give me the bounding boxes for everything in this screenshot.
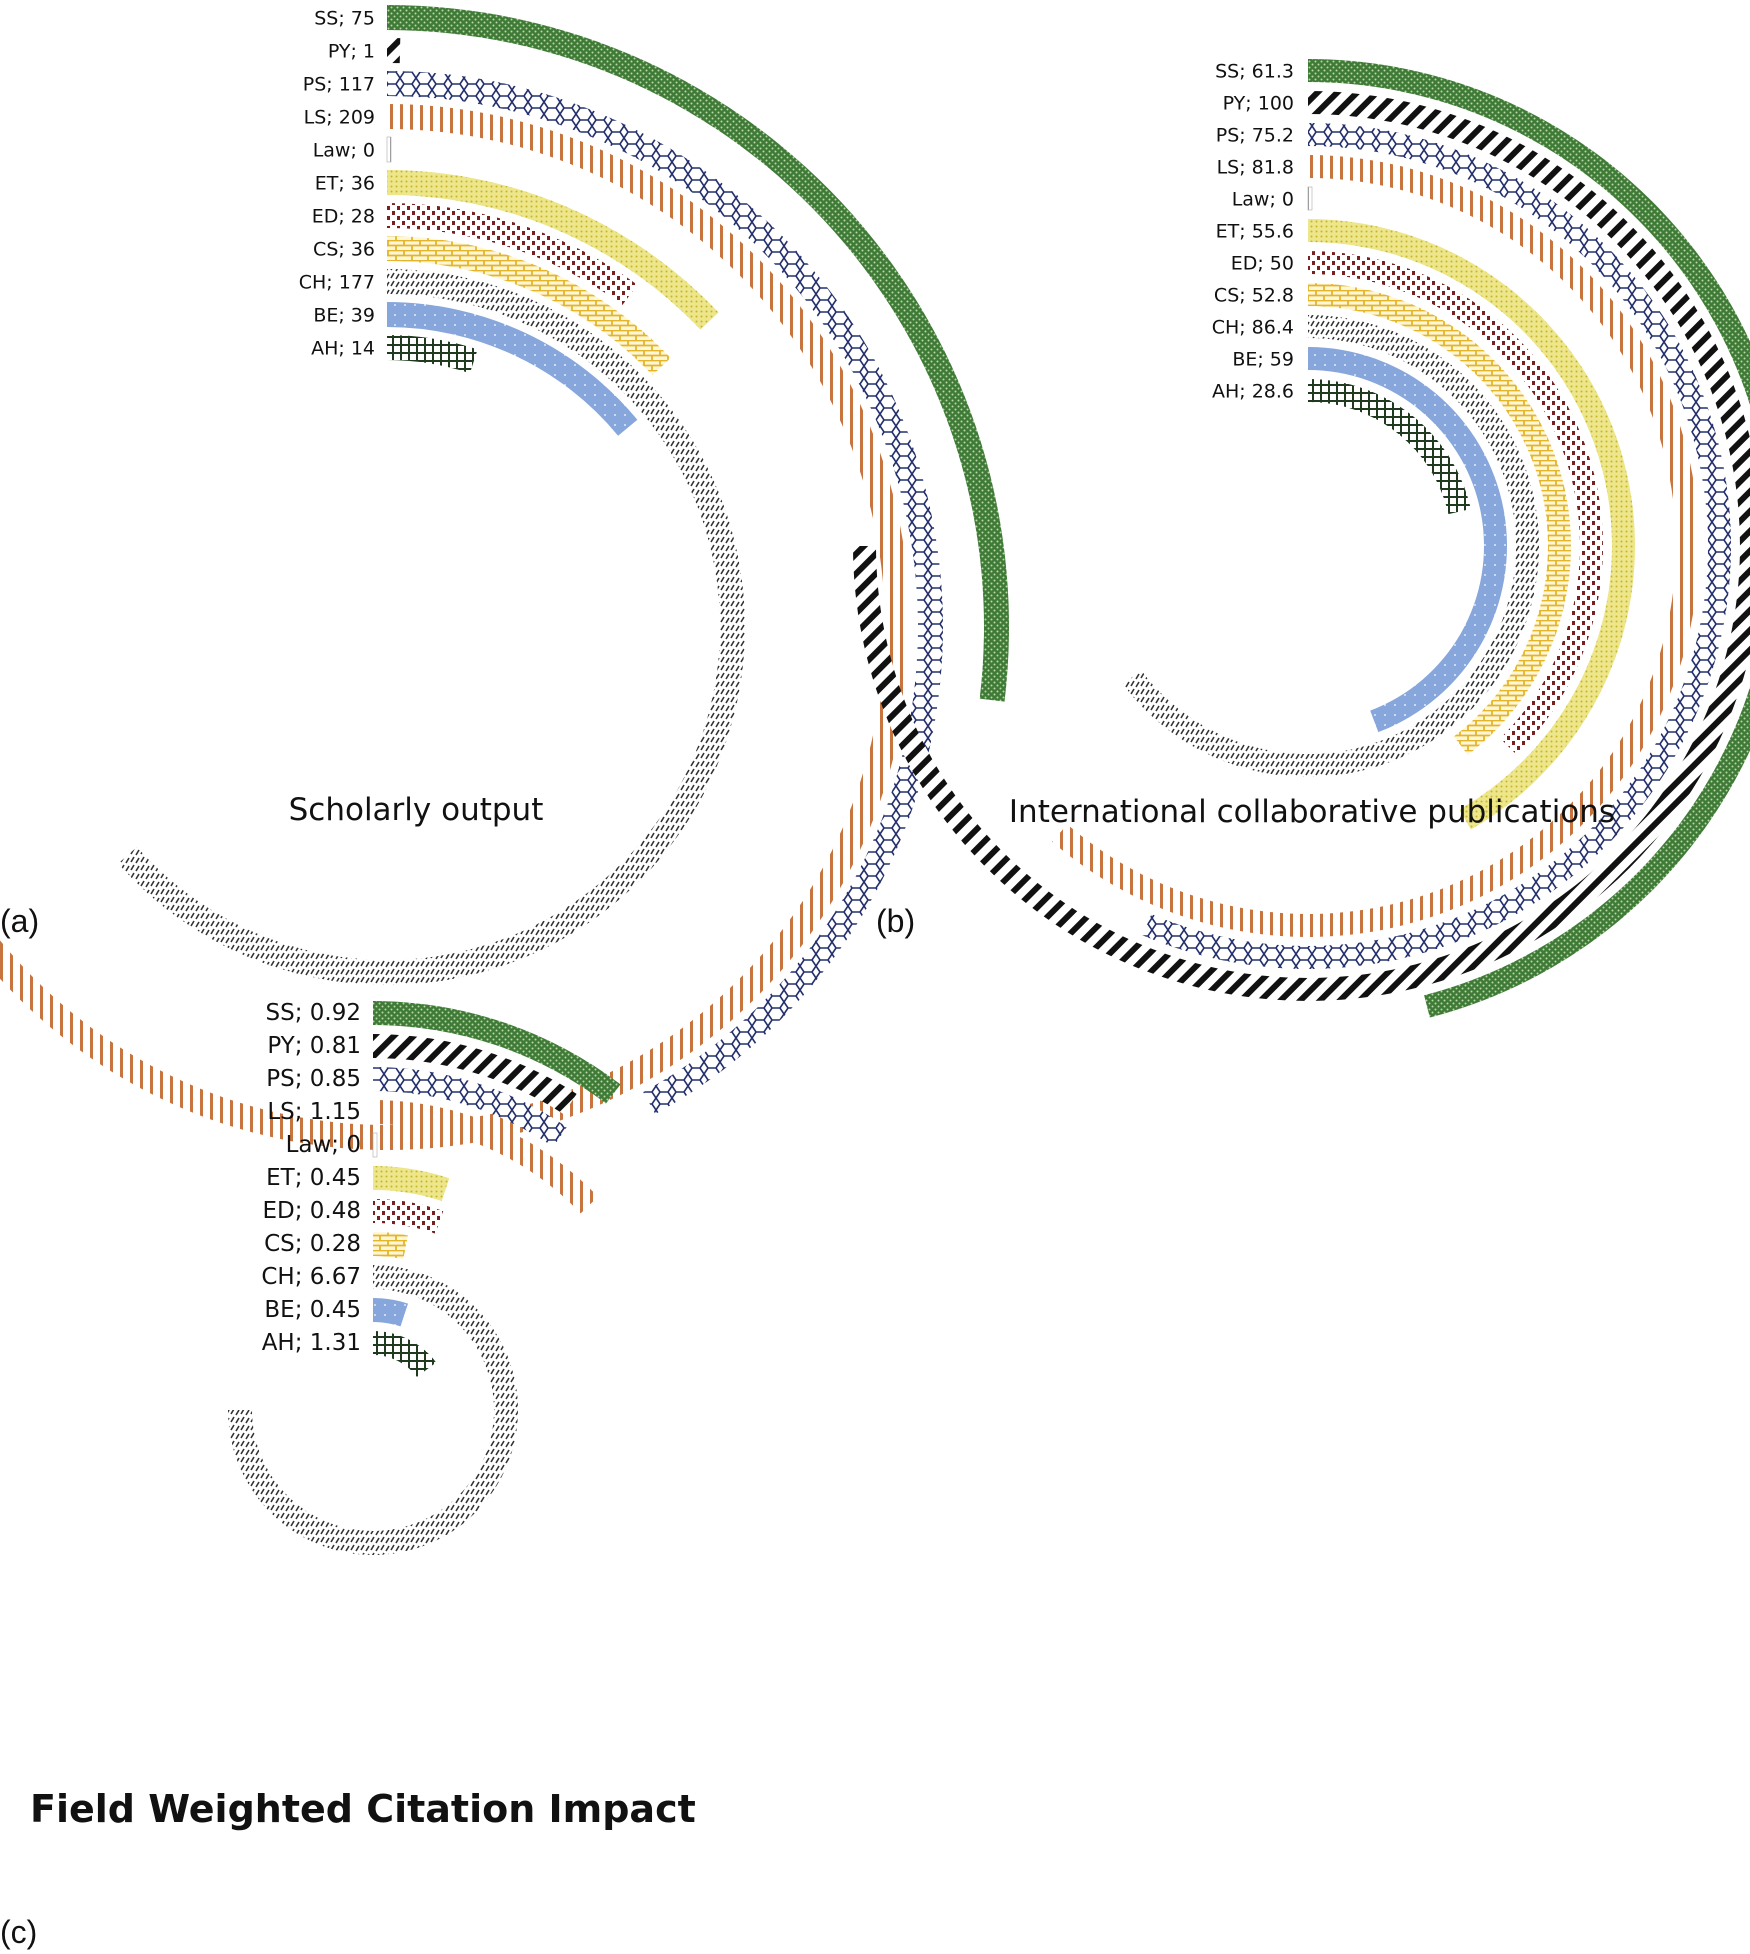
- chart-international-collaborative-publications: SS; 61.3 PY; 100 PS; 75.2 LS; 81.8 Law; 0 ET;…: [853, 59, 1750, 1018]
- label-et: ET; 0.45: [266, 1165, 361, 1191]
- bar-ed: [373, 1199, 444, 1234]
- bar-ss: [373, 1001, 621, 1104]
- bar-ls: [373, 1100, 599, 1214]
- label-ah: AH; 28.6: [1212, 381, 1294, 403]
- label-be: BE; 0.45: [264, 1297, 361, 1323]
- label-ss: SS; 75: [314, 8, 375, 30]
- label-py: PY; 0.81: [267, 1033, 361, 1059]
- label-ps: PS; 75.2: [1216, 125, 1294, 147]
- bar-law: [1307, 186, 1313, 211]
- bar-ch: [118, 269, 745, 986]
- panel-label-c: (c): [0, 1914, 37, 1950]
- label-cs: CS; 52.8: [1214, 285, 1294, 307]
- label-ah: AH; 14: [311, 338, 375, 360]
- label-ch: CH; 6.67: [261, 1264, 361, 1290]
- chart-b-title: International collaborative publications: [1009, 794, 1615, 830]
- panel-label-a: (a): [0, 903, 39, 939]
- chart-field-weighted-citation-impact: SS; 0.92 PY; 0.81 PS; 0.85 LS; 1.15 Law; 0 ET…: [228, 1000, 621, 1555]
- bar-law: [386, 136, 392, 163]
- label-ls: LS; 1.15: [267, 1099, 361, 1125]
- chart-a-title: Scholarly output: [289, 792, 544, 828]
- bar-et: [373, 1166, 450, 1202]
- bar-ss: [387, 5, 1010, 702]
- label-et: ET; 36: [315, 173, 375, 195]
- bar-ah: [373, 1330, 437, 1377]
- label-law: Law; 0: [286, 1132, 361, 1158]
- label-py: PY; 1: [328, 41, 375, 63]
- label-ls: LS; 209: [304, 107, 375, 129]
- bar-be: [387, 302, 638, 436]
- label-ed: ED; 50: [1231, 253, 1294, 275]
- label-ed: ED; 28: [312, 206, 375, 228]
- bar-ah: [1308, 379, 1471, 515]
- label-py: PY; 100: [1223, 93, 1294, 115]
- bar-py: [387, 38, 401, 64]
- label-cs: CS; 36: [313, 239, 375, 261]
- bar-et: [387, 170, 719, 330]
- label-law: Law; 0: [313, 140, 375, 162]
- panel-label-b: (b): [876, 903, 915, 939]
- label-ch: CH; 177: [299, 272, 375, 294]
- bar-cs: [387, 235, 671, 376]
- label-ss: SS; 61.3: [1215, 61, 1294, 83]
- label-be: BE; 59: [1232, 349, 1294, 371]
- bar-be: [373, 1298, 409, 1327]
- label-law: Law; 0: [1232, 189, 1294, 211]
- label-cs: CS; 0.28: [264, 1231, 361, 1257]
- bar-ps: [373, 1067, 567, 1147]
- chart-scholarly-output: SS; 75 PY; 1 PS; 117 LS; 209 Law; 0 ET; 36 ED;…: [0, 5, 1010, 1150]
- label-ch: CH; 86.4: [1212, 317, 1294, 339]
- bar-cs: [373, 1232, 408, 1259]
- label-ah: AH; 1.31: [262, 1330, 361, 1356]
- label-be: BE; 39: [313, 305, 375, 327]
- bar-be: [1308, 347, 1507, 733]
- label-ps: PS; 0.85: [266, 1066, 361, 1092]
- label-et: ET; 55.6: [1216, 221, 1294, 243]
- bar-cs: [1308, 283, 1572, 755]
- label-ps: PS; 117: [303, 74, 375, 96]
- label-ls: LS; 81.8: [1217, 157, 1294, 179]
- label-ed: ED; 0.48: [262, 1198, 361, 1224]
- bar-py: [373, 1034, 577, 1115]
- bar-ed: [387, 203, 638, 305]
- label-ss: SS; 0.92: [266, 1000, 361, 1026]
- chart-c-title: Field Weighted Citation Impact: [30, 1787, 696, 1831]
- bar-ah: [387, 335, 478, 374]
- bar-ed: [1308, 251, 1604, 755]
- bar-law: [372, 1132, 378, 1158]
- bar-ls: [0, 104, 910, 1150]
